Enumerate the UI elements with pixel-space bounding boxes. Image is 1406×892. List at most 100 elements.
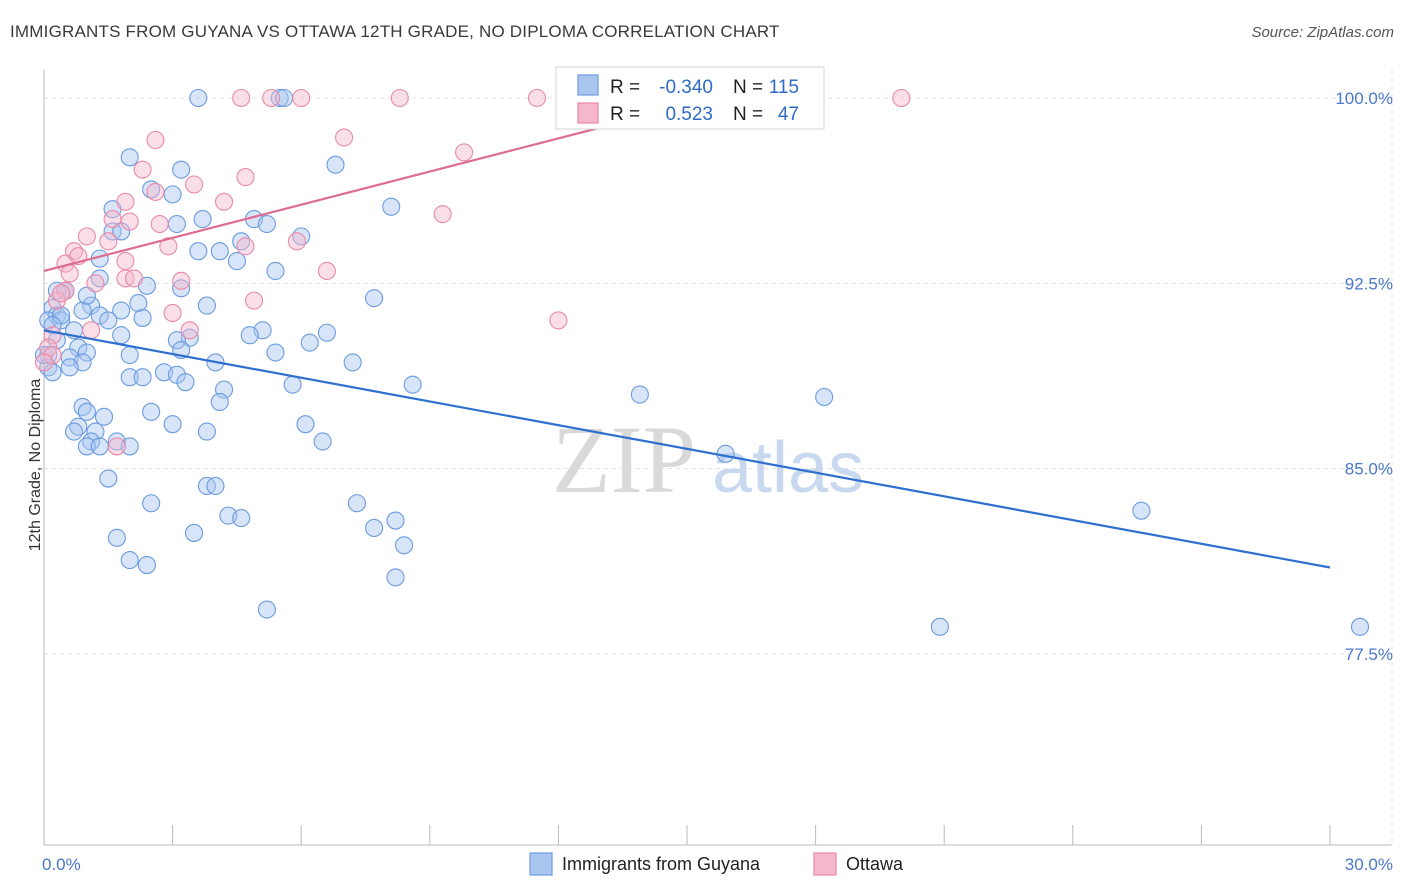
guyana-point-12 — [167, 214, 186, 234]
guyana-point-28 — [365, 289, 384, 308]
ottawa-point-29 — [60, 264, 79, 283]
guyana-point-22 — [266, 261, 285, 281]
bottom-legend-swatch-guyana — [529, 852, 553, 876]
ottawa-point-4 — [527, 88, 547, 108]
guyana-point-96 — [184, 523, 204, 542]
legend-r-label-guyana: R = — [610, 77, 640, 98]
series-ottawa-points — [34, 88, 911, 456]
ottawa-point-6 — [146, 130, 165, 150]
guyana-point-29 — [197, 296, 216, 315]
guyana-point-71 — [142, 402, 161, 421]
ottawa-point-46 — [52, 284, 71, 303]
ottawa-point-22 — [159, 237, 178, 256]
guyana-point-0 — [189, 88, 208, 108]
ottawa-point-28 — [317, 261, 336, 281]
chart-source: Source: ZipAtlas.com — [1251, 24, 1394, 41]
ottawa-point-7 — [335, 128, 354, 147]
guyana-point-35 — [90, 306, 109, 325]
guyana-point-5 — [326, 155, 345, 174]
guyana-point-102 — [257, 600, 276, 619]
ottawa-point-21 — [99, 232, 118, 251]
guyana-point-76 — [64, 422, 84, 441]
legend-n-value-guyana: 115 — [769, 77, 799, 98]
ottawa-point-18 — [150, 214, 169, 234]
guyana-point-56 — [343, 353, 362, 372]
series-legend: Immigrants from Guyana Ottawa — [529, 852, 904, 876]
guyana-point-4 — [172, 160, 191, 179]
guyana-point-26 — [172, 279, 191, 298]
ottawa-point-45 — [107, 437, 126, 456]
series-guyana-points — [34, 88, 1370, 636]
guyana-point-93 — [386, 511, 405, 530]
guyana-point-104 — [1350, 617, 1370, 636]
bottom-legend-guyana: Immigrants from Guyana — [562, 854, 761, 874]
grid-lines — [44, 70, 1393, 845]
guyana-point-88 — [206, 476, 225, 496]
ottawa-point-39 — [82, 321, 101, 340]
guyana-point-98 — [395, 536, 414, 555]
guyana-point-72 — [94, 407, 114, 426]
y-tick-label-0: 77.5% — [1345, 645, 1393, 664]
guyana-point-45 — [240, 326, 259, 345]
guyana-point-21 — [227, 252, 246, 271]
guyana-point-94 — [365, 518, 384, 538]
ottawa-point-16 — [120, 212, 139, 231]
guyana-point-92 — [232, 509, 251, 528]
ottawa-point-9 — [133, 160, 152, 179]
guyana-point-108 — [43, 316, 62, 335]
ottawa-point-1 — [262, 88, 281, 108]
ottawa-point-8 — [455, 143, 474, 162]
legend-r-value-ottawa: 0.523 — [665, 104, 713, 125]
guyana-point-36 — [112, 301, 131, 320]
guyana-point-70 — [77, 402, 96, 421]
ottawa-point-14 — [214, 192, 234, 211]
guyana-point-68 — [210, 392, 229, 411]
ottawa-point-3 — [390, 88, 409, 108]
legend-r-label-ottawa: R = — [610, 104, 640, 125]
legend-n-label-ottawa: N = — [733, 104, 763, 125]
ottawa-point-20 — [287, 232, 306, 251]
guyana-point-67 — [815, 387, 834, 407]
guyana-point-47 — [300, 333, 319, 352]
x-tick-label-0: 0.0% — [42, 855, 81, 874]
ottawa-point-23 — [236, 237, 255, 256]
y-tick-label-2: 92.5% — [1345, 274, 1393, 293]
legend-r-value-guyana: -0.340 — [659, 77, 713, 98]
y-tick-label-3: 100.0% — [1335, 89, 1393, 108]
legend-n-value-ottawa: 47 — [778, 104, 799, 125]
guyana-point-40 — [99, 311, 118, 330]
guyana-point-110 — [77, 286, 96, 305]
guyana-point-18 — [189, 242, 208, 261]
watermark-zip: ZIP — [552, 406, 696, 513]
guyana-point-10 — [193, 210, 212, 229]
ottawa-point-2 — [292, 88, 311, 108]
guyana-point-84 — [120, 437, 139, 456]
stats-legend: R = -0.340 N = 115 R = 0.523 N = 47 — [555, 66, 825, 130]
y-tick-label-1: 85.0% — [1345, 460, 1393, 479]
guyana-point-95 — [1132, 501, 1151, 520]
guyana-point-39 — [52, 311, 71, 330]
ottawa-point-13 — [116, 192, 135, 211]
guyana-point-90 — [347, 494, 366, 513]
legend-n-label-guyana: N = — [733, 77, 763, 98]
guyana-point-111 — [120, 345, 139, 365]
ottawa-point-41 — [180, 321, 199, 340]
guyana-point-64 — [403, 375, 422, 394]
guyana-point-82 — [77, 437, 96, 456]
x-tick-label-1: 30.0% — [1345, 855, 1393, 874]
guyana-point-44 — [112, 326, 131, 345]
guyana-point-83 — [90, 437, 109, 456]
guyana-point-78 — [197, 422, 216, 441]
guyana-point-80 — [313, 432, 332, 451]
watermark: ZIP atlas — [552, 406, 864, 513]
ottawa-point-32 — [86, 274, 105, 293]
ottawa-point-34 — [244, 291, 264, 310]
guyana-point-48 — [167, 331, 186, 350]
ottawa-point-31 — [172, 271, 191, 290]
guyana-point-7 — [163, 185, 182, 204]
guyana-point-97 — [107, 528, 126, 547]
legend-swatch-guyana — [577, 74, 599, 96]
x-tick-labels: 0.0% 30.0% — [42, 855, 1393, 874]
guyana-point-50 — [77, 343, 96, 362]
